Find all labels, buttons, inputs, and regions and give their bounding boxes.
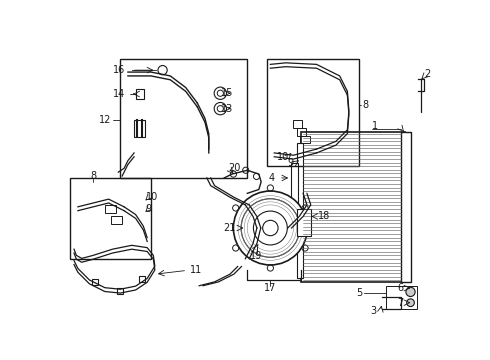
Text: 17: 17 [264, 283, 276, 293]
Bar [120, 59, 247, 178]
Text: 16: 16 [113, 65, 125, 75]
Text: 7: 7 [397, 298, 404, 308]
Bar [293, 120, 302, 128]
Text: 8: 8 [363, 100, 369, 110]
Text: 20: 20 [228, 163, 241, 173]
Bar [136, 89, 144, 99]
Bar [117, 288, 123, 294]
Text: 3: 3 [370, 306, 377, 316]
Bar [267, 59, 359, 166]
Text: 18: 18 [318, 211, 330, 221]
Text: 19: 19 [250, 252, 263, 261]
Circle shape [406, 287, 415, 297]
Bar [386, 286, 416, 309]
Text: 13: 13 [221, 104, 233, 114]
Text: 4: 4 [269, 173, 275, 183]
Text: 6: 6 [397, 283, 404, 293]
Text: 14: 14 [113, 89, 125, 99]
Text: 10: 10 [146, 192, 158, 202]
Bar [297, 209, 311, 236]
Circle shape [407, 299, 415, 306]
Text: 21: 21 [223, 223, 236, 233]
Bar [70, 178, 151, 259]
Text: 10: 10 [276, 152, 289, 162]
Text: 8: 8 [90, 171, 97, 181]
Bar [291, 163, 298, 247]
Text: 15: 15 [221, 88, 233, 98]
Text: 2: 2 [424, 69, 431, 79]
Bar [401, 132, 411, 282]
Text: 5: 5 [357, 288, 363, 298]
Bar [297, 143, 303, 278]
Text: 11: 11 [190, 265, 202, 275]
Bar [105, 205, 116, 213]
Bar [111, 216, 122, 224]
Circle shape [233, 191, 307, 265]
Bar [134, 120, 145, 137]
Text: 12: 12 [98, 115, 111, 125]
Text: 9: 9 [146, 204, 152, 214]
Text: 9: 9 [287, 158, 294, 167]
Bar [92, 279, 98, 285]
Bar [300, 136, 310, 143]
Bar [301, 132, 405, 282]
Bar [296, 128, 306, 136]
Text: 1: 1 [372, 121, 378, 131]
Bar [139, 276, 145, 282]
